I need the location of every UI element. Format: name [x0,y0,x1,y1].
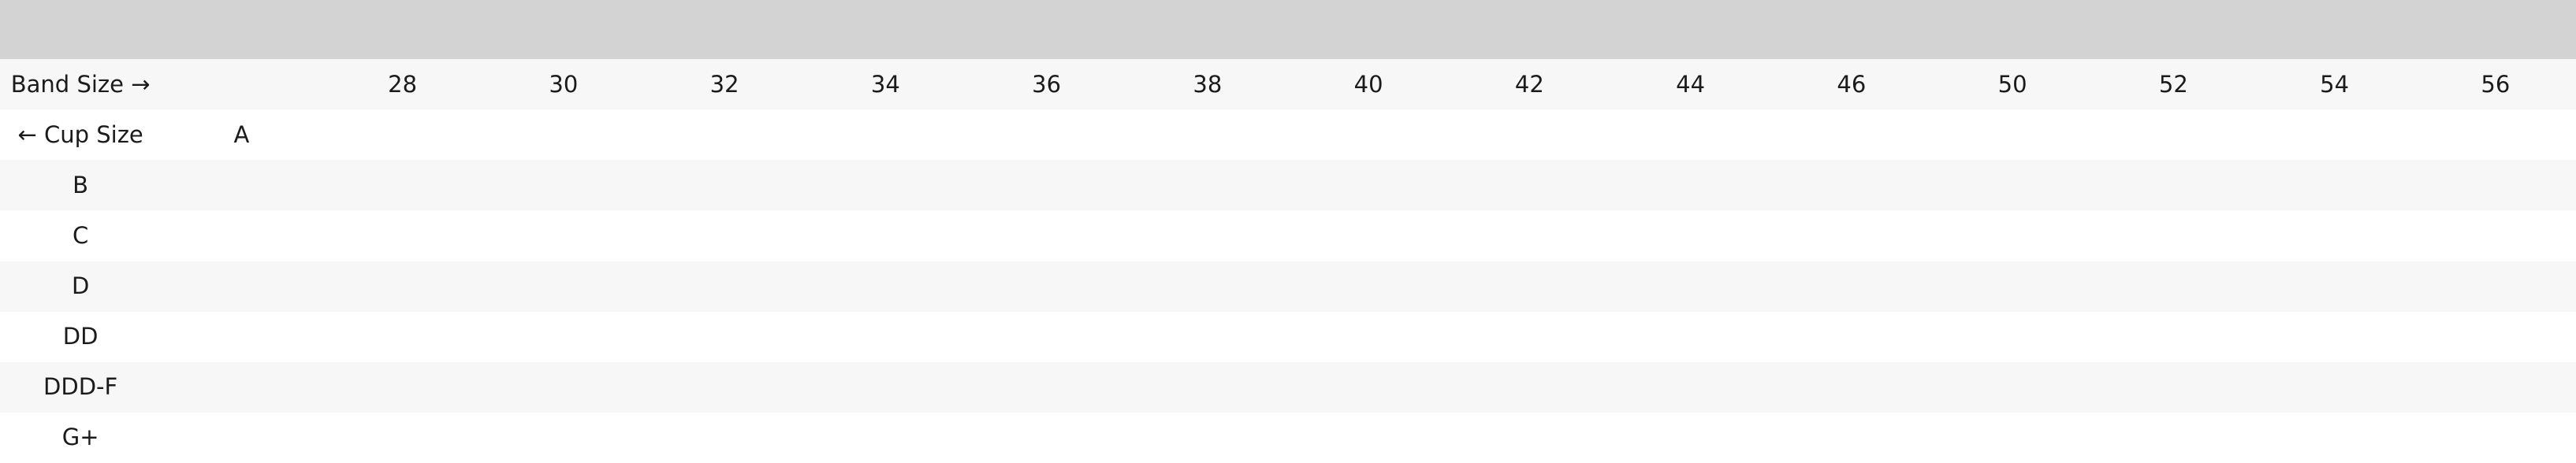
cup-size-row-b: B [0,160,2576,211]
cup-size-row-g-plus: G+ [0,412,2576,463]
cup-size-cell: C [73,221,89,249]
band-size-header: 44 [1676,70,1706,98]
cup-size-row-a: ← Cup Size A [0,109,2576,161]
size-chart-table: Band Size → 28 30 32 34 36 38 40 42 44 4… [0,59,2576,463]
cup-size-cell: D [71,272,90,300]
cup-size-row-c: C [0,210,2576,261]
band-size-header: 42 [1514,70,1544,98]
cup-size-cell: DDD-F [43,373,118,401]
band-size-header: 30 [549,70,579,98]
band-size-header: 32 [709,70,739,98]
cup-size-cell: DD [62,323,99,350]
band-size-label: Band Size → [10,70,151,98]
cup-size-row-d: D [0,261,2576,312]
cup-size-row-ddd-f: DDD-F [0,361,2576,413]
cup-size-cell: A [233,120,250,148]
band-size-header: 46 [1837,70,1867,98]
top-gray-bar [0,0,2576,59]
band-size-header: 40 [1353,70,1383,98]
band-size-header: 36 [1032,70,1062,98]
band-size-header: 50 [1997,70,2027,98]
cup-size-cell: B [73,171,89,198]
cup-size-label: ← Cup Size [17,120,143,148]
band-size-header: 38 [1193,70,1223,98]
band-size-header: 52 [2158,70,2188,98]
band-size-header: 56 [2481,70,2511,98]
band-size-header: 34 [870,70,900,98]
band-size-header: 28 [388,70,418,98]
band-size-header: 54 [2320,70,2350,98]
cup-size-row-dd: DD [0,311,2576,362]
band-size-header-row: Band Size → 28 30 32 34 36 38 40 42 44 4… [0,59,2576,110]
cup-size-cell: G+ [61,424,99,451]
